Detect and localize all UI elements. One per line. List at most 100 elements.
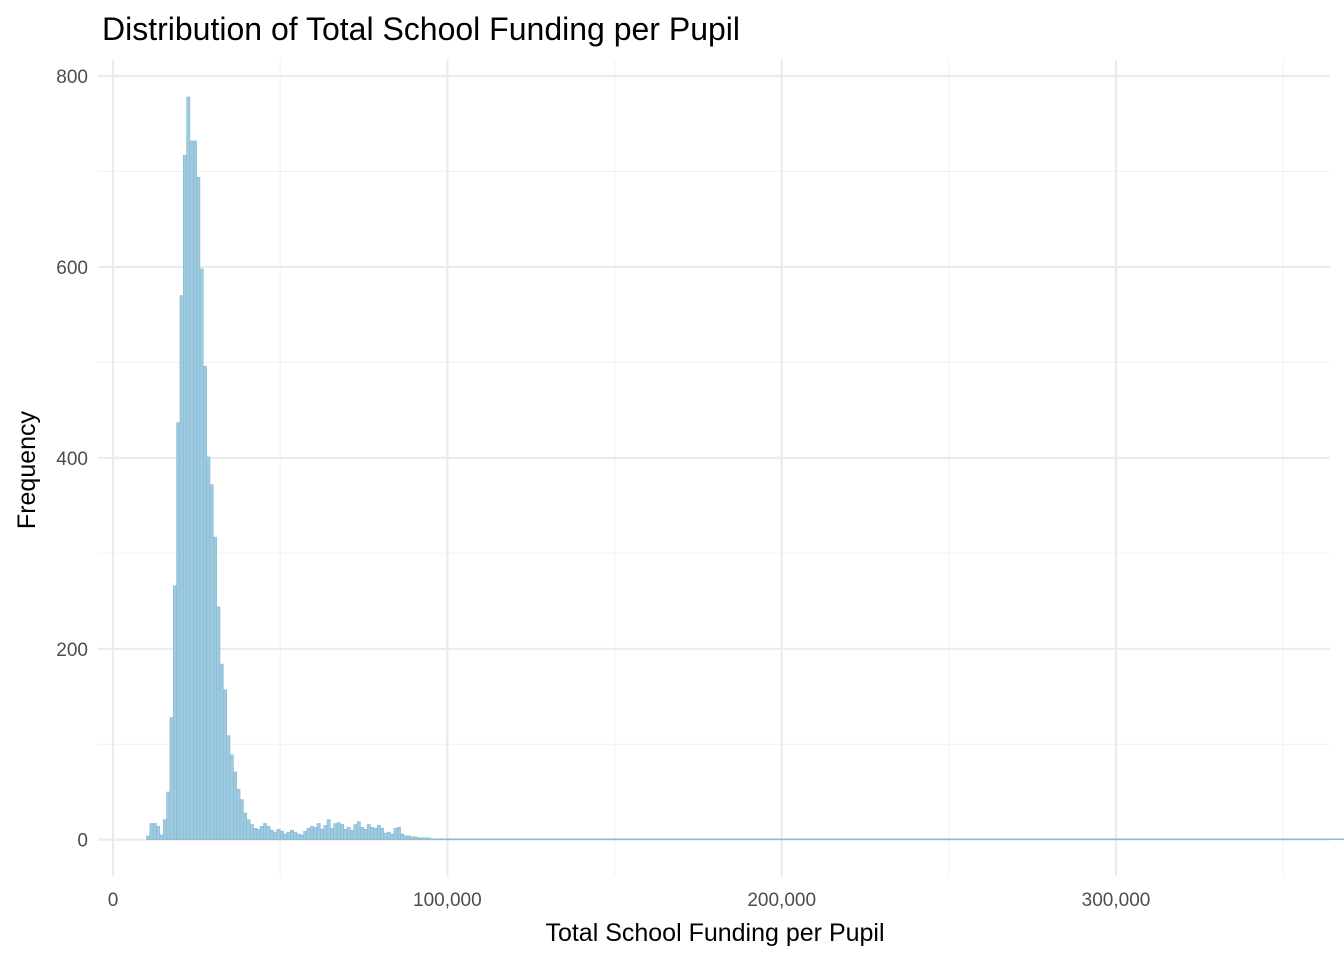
histogram-bar xyxy=(430,838,435,840)
histogram-bar xyxy=(1169,838,1174,840)
histogram-bar xyxy=(159,834,164,840)
histogram-bar xyxy=(1065,838,1070,840)
histogram-bar xyxy=(527,838,532,840)
histogram-bar xyxy=(396,827,401,840)
histogram-bar xyxy=(828,838,833,840)
histogram-bar xyxy=(931,838,936,840)
histogram-bar xyxy=(1079,838,1083,840)
histogram-bar xyxy=(1135,838,1140,840)
histogram-bar xyxy=(179,295,184,840)
histogram-bar xyxy=(694,838,699,840)
histogram-bar xyxy=(1333,838,1337,840)
histogram-bar xyxy=(1139,838,1144,840)
histogram-bar xyxy=(988,838,993,840)
histogram-bar xyxy=(955,838,960,840)
histogram-bar xyxy=(995,838,1000,840)
histogram-bar xyxy=(1289,838,1294,840)
histogram-bar xyxy=(570,838,575,840)
histogram-bar xyxy=(1196,838,1200,840)
histogram-bar xyxy=(146,835,151,840)
histogram-bar xyxy=(941,838,946,840)
histogram-bar xyxy=(239,799,244,840)
histogram-bar xyxy=(978,838,983,840)
histogram-bar xyxy=(1032,838,1037,840)
histogram-bar xyxy=(493,838,498,840)
histogram-bar xyxy=(734,838,739,840)
histogram-bar xyxy=(1119,838,1123,840)
histogram-bar xyxy=(263,823,268,840)
histogram-bar xyxy=(1182,838,1187,840)
histogram-bar xyxy=(346,827,351,840)
histogram-bar xyxy=(1159,838,1164,840)
histogram-bar xyxy=(336,822,341,840)
histogram-bar xyxy=(567,838,572,840)
histogram-bar xyxy=(811,838,816,840)
histogram-bar xyxy=(1092,838,1097,840)
histogram-bar xyxy=(821,838,826,840)
histogram-bar xyxy=(891,838,896,840)
histogram-bar xyxy=(427,837,431,840)
histogram-bar xyxy=(961,838,966,840)
histogram-bar xyxy=(229,754,234,840)
histogram-bar xyxy=(1303,838,1307,840)
histogram-bar xyxy=(1145,838,1150,840)
histogram-bar xyxy=(293,831,298,840)
histogram-bar xyxy=(905,838,909,840)
histogram-bar xyxy=(423,837,428,840)
histogram-bar xyxy=(1058,838,1063,840)
histogram-bar xyxy=(383,832,388,840)
histogram-bar xyxy=(657,838,662,840)
histogram-bar xyxy=(152,823,157,840)
histogram-bar xyxy=(560,838,565,840)
histogram-bar xyxy=(203,365,207,840)
histogram-bar xyxy=(590,838,595,840)
histogram-bar xyxy=(333,823,338,840)
histogram-bar xyxy=(226,735,231,840)
histogram-bar xyxy=(366,824,371,840)
histogram-bar xyxy=(664,838,669,840)
histogram-bar xyxy=(958,838,963,840)
histogram-bar xyxy=(975,838,980,840)
histogram-bar xyxy=(1316,838,1321,840)
histogram-bar xyxy=(801,838,806,840)
histogram-bar xyxy=(871,838,876,840)
histogram-bar xyxy=(744,838,749,840)
x-tick-label: 0 xyxy=(108,890,119,911)
histogram-bar xyxy=(737,838,742,840)
histogram-bar xyxy=(286,831,291,840)
histogram-bar xyxy=(751,838,756,840)
histogram-bar xyxy=(721,838,726,840)
histogram-bar xyxy=(550,838,555,840)
histogram-bar xyxy=(176,422,181,840)
histogram-bar xyxy=(1329,838,1334,840)
histogram-bar xyxy=(253,828,258,840)
histogram-bar xyxy=(219,663,224,840)
histogram-bar xyxy=(1236,838,1240,840)
histogram-bar xyxy=(921,838,926,840)
histogram-bar xyxy=(1229,838,1234,840)
histogram-bar xyxy=(641,838,645,840)
histogram-bar xyxy=(768,838,772,840)
histogram-bar xyxy=(283,833,288,840)
histogram-bar xyxy=(741,838,746,840)
histogram-bar xyxy=(403,835,408,840)
histogram-bar xyxy=(199,268,204,840)
histogram-bar xyxy=(463,838,468,840)
histogram-bar xyxy=(166,791,171,840)
histogram-bar xyxy=(1219,838,1224,840)
histogram-bar xyxy=(243,812,248,840)
y-tick-label: 0 xyxy=(77,831,88,852)
histogram-bar xyxy=(701,838,706,840)
histogram-bar xyxy=(356,821,361,840)
histogram-bar xyxy=(507,838,512,840)
histogram-bar xyxy=(1319,838,1324,840)
histogram-bar xyxy=(667,838,672,840)
histogram-bar xyxy=(610,838,615,840)
histogram-bar xyxy=(597,838,602,840)
histogram-bar xyxy=(1155,838,1160,840)
histogram-bar xyxy=(470,838,475,840)
histogram-bar xyxy=(196,176,201,840)
histogram-bar xyxy=(1199,838,1204,840)
histogram-bar xyxy=(216,606,221,840)
histogram-bar xyxy=(898,838,903,840)
